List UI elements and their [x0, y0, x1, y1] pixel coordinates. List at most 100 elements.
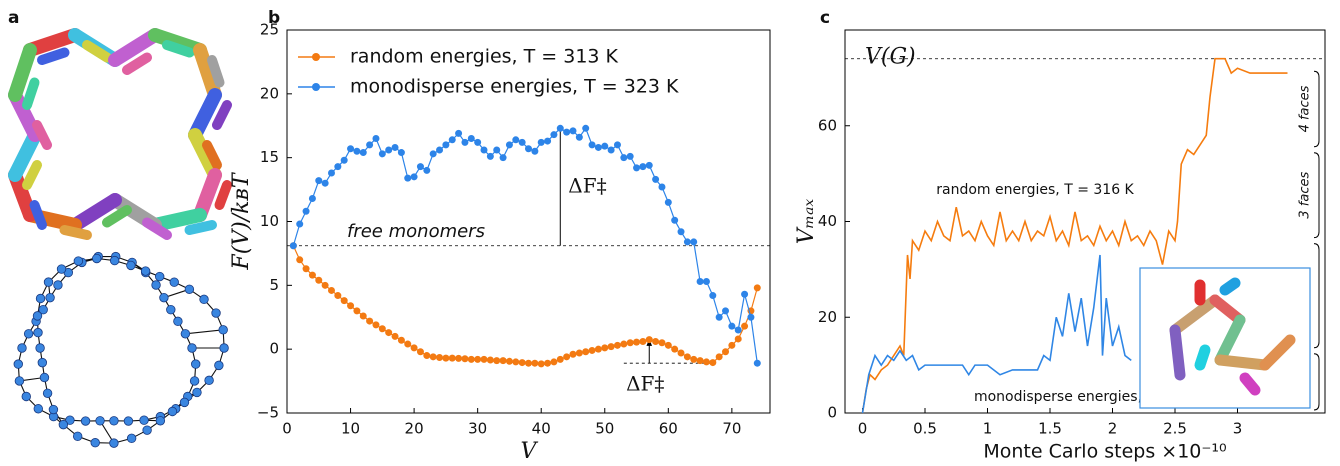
data-point [702, 278, 710, 286]
graph-node [167, 406, 178, 417]
data-point [696, 357, 704, 365]
data-point [474, 355, 482, 363]
data-point [582, 124, 590, 132]
bracket-label: 4 faces [1298, 85, 1313, 132]
bracket-label: 3 faces [1298, 172, 1313, 219]
x-tick-label: 0 [282, 420, 292, 438]
data-point [607, 343, 615, 351]
x-tick-label: 1 [983, 420, 993, 438]
graph-node [139, 415, 149, 425]
x-tick-label: 1.5 [1038, 420, 1062, 438]
data-point [747, 313, 755, 321]
graph-node [179, 397, 190, 408]
data-point [537, 138, 545, 146]
x-tick-label: 3 [1233, 420, 1243, 438]
data-point [734, 335, 742, 343]
data-point [423, 166, 431, 174]
data-point [601, 344, 609, 352]
x-tick-label: 50 [595, 420, 614, 438]
data-point [461, 355, 469, 363]
data-point [683, 353, 691, 361]
graph-node [90, 438, 100, 448]
panel-label: c [820, 8, 830, 28]
graph-node [80, 416, 91, 426]
data-point [512, 136, 520, 144]
graph-node [53, 280, 63, 290]
molecule-bond [108, 28, 162, 67]
data-point [544, 359, 552, 367]
data-point [715, 313, 723, 321]
x-tick-label: 2 [1108, 420, 1118, 438]
y-tick-label: −5 [257, 404, 279, 422]
data-point [321, 179, 329, 187]
data-point [569, 127, 577, 135]
x-axis-label: Monte Carlo steps ×10⁻¹⁰ [983, 441, 1226, 463]
data-point [353, 307, 361, 315]
data-point [359, 149, 367, 157]
graph-node [126, 260, 136, 271]
data-point [722, 307, 730, 315]
data-point [429, 353, 437, 361]
graph-node [45, 292, 55, 303]
molecule-bond [193, 168, 222, 222]
molecule-bond [102, 205, 132, 228]
data-point [353, 147, 361, 155]
graph-node [21, 391, 31, 402]
legend-label: random energies, T = 313 K [350, 46, 619, 68]
data-point [722, 348, 730, 356]
data-point [550, 358, 558, 366]
data-point [728, 322, 736, 330]
x-tick-label: 2.5 [1163, 420, 1187, 438]
graph-node [65, 415, 75, 425]
graph-node [189, 376, 200, 386]
data-point [671, 216, 679, 224]
data-point [327, 169, 335, 177]
graph-node [204, 375, 214, 386]
data-point [696, 278, 704, 286]
graph-node [126, 433, 137, 444]
data-point [315, 177, 323, 185]
data-point [613, 341, 621, 349]
data-point [512, 358, 520, 366]
graph-node [17, 343, 27, 353]
data-point [518, 138, 526, 146]
data-point [480, 146, 488, 154]
data-point [359, 312, 367, 320]
data-point [525, 145, 532, 153]
x-tick-label: 20 [405, 420, 424, 438]
data-point [340, 297, 348, 305]
x-tick-label: 0 [858, 420, 868, 438]
graph-node [211, 308, 221, 318]
graph-node [109, 438, 119, 448]
data-point [391, 143, 399, 151]
y-tick-label: 0 [269, 340, 279, 358]
graph-node [140, 266, 151, 276]
data-point [613, 141, 621, 149]
data-point [378, 150, 386, 158]
data-point [639, 338, 647, 346]
molecule-bond [22, 77, 40, 110]
graph-node [58, 419, 69, 430]
data-point [601, 142, 609, 150]
data-point [378, 325, 386, 333]
data-point [518, 359, 526, 367]
molecule-bond [188, 128, 222, 182]
data-point [709, 292, 717, 300]
data-point [531, 359, 539, 367]
data-point [607, 146, 615, 154]
data-point [677, 228, 685, 236]
annotation-label: ΔF‡ [568, 174, 606, 198]
data-point [308, 271, 316, 279]
graph-node [33, 404, 43, 414]
bracket [1313, 70, 1320, 148]
data-point [385, 329, 393, 337]
graph-node [38, 304, 48, 315]
molecule-bond [8, 43, 37, 102]
data-point [397, 149, 405, 157]
legend-swatch [312, 83, 320, 91]
graph-node [72, 431, 83, 442]
data-point [436, 353, 444, 361]
data-point [404, 174, 412, 182]
data-point [423, 352, 431, 360]
graph-node [43, 277, 54, 287]
